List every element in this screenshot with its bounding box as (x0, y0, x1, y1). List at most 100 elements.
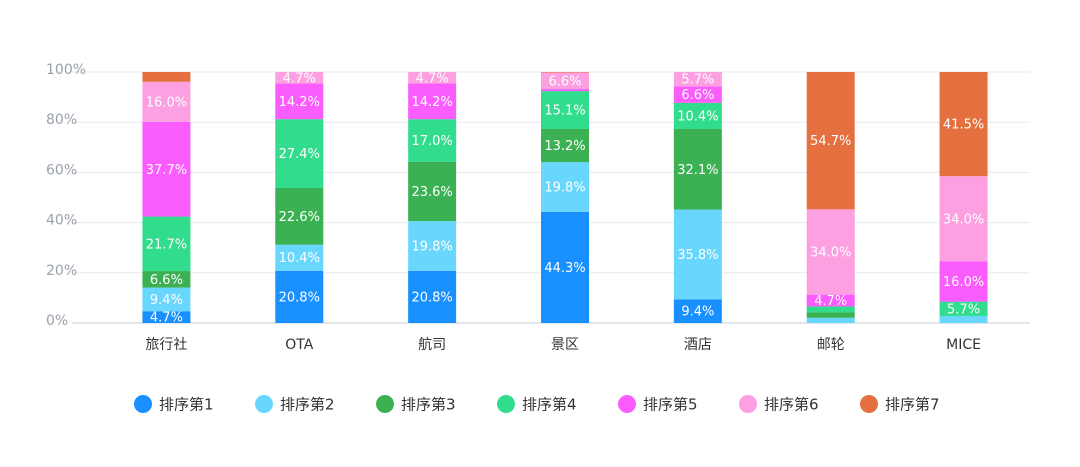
bar-segment (939, 261, 988, 302)
y-axis-ticks: 0% 20% 40% 60% 80% 100% (46, 62, 86, 329)
bar-segment (142, 287, 191, 312)
data-label: 6.6% (150, 273, 183, 288)
legend-item[interactable]: 排序第6 (739, 395, 819, 414)
legend-label: 排序第7 (885, 396, 940, 414)
legend-item[interactable]: 排序第4 (497, 395, 577, 414)
legend-label: 排序第6 (764, 396, 819, 414)
bar-segment (275, 187, 324, 245)
x-tick-label: 酒店 (684, 337, 712, 353)
legend-label: 排序第3 (401, 396, 456, 414)
data-label: 15.1% (544, 104, 585, 119)
bar-segment (541, 72, 589, 73)
bar-segment (806, 209, 855, 295)
data-label: 44.3% (544, 261, 585, 276)
bar-segment (142, 121, 191, 217)
legend-item[interactable]: 排序第7 (860, 395, 940, 414)
bar-stack: 9.4% 35.8% 32.1% 10.4% 6.6%5.7% (673, 72, 722, 323)
data-label: 10.4% (677, 109, 718, 124)
bar-segment (408, 83, 457, 120)
bar-segment (142, 311, 191, 323)
data-label: 14.2% (411, 95, 452, 110)
bar-segment (275, 83, 324, 120)
bar-segment (673, 128, 722, 210)
data-label: 10.4% (279, 251, 320, 266)
y-tick-label: 80% (46, 112, 77, 128)
bar-segment (408, 270, 457, 323)
bar-segment (939, 72, 988, 177)
data-label: 34.0% (943, 212, 984, 227)
bar-stack: 44.3% 19.8% 13.2% 15.1% 6.6% (541, 72, 589, 323)
legend-label: 排序第5 (643, 396, 698, 414)
data-label: 41.5% (943, 118, 984, 133)
legend-label: 排序第1 (159, 396, 214, 414)
bar-stack: 4.7% 34.0% 54.7% (806, 72, 855, 323)
data-label: 6.6% (548, 74, 581, 89)
legend-item[interactable]: 排序第2 (255, 395, 335, 414)
legend-marker (497, 395, 515, 413)
data-label: 4.7% (283, 71, 316, 86)
y-tick-label: 60% (46, 162, 77, 178)
legend-item[interactable]: 排序第5 (618, 395, 698, 414)
bar-segment (673, 299, 722, 323)
x-axis-labels: 旅行社 OTA 航司 景区 酒店 邮轮 MICE (145, 337, 981, 353)
bar-segment (806, 72, 855, 210)
bar-segment (939, 176, 988, 262)
data-label: 34.0% (810, 245, 851, 260)
data-label: 54.7% (810, 134, 851, 149)
bar-segment (673, 86, 722, 103)
data-label: 6.6% (681, 88, 714, 103)
bar-segment (673, 72, 722, 87)
bar-segment (142, 72, 191, 82)
bar-segment (806, 312, 855, 318)
y-tick-label: 40% (46, 213, 77, 229)
bar-segment (275, 270, 324, 323)
data-label: 16.0% (146, 95, 187, 110)
data-label: 19.8% (544, 180, 585, 195)
data-label: 13.2% (544, 139, 585, 154)
data-label: 27.4% (279, 147, 320, 162)
data-label: 9.4% (681, 305, 714, 320)
bar-segment (541, 211, 589, 323)
legend-marker (618, 395, 636, 413)
data-label: 32.1% (677, 163, 718, 178)
bar-segment (541, 91, 589, 129)
legend-marker (376, 395, 394, 413)
bar-segment (408, 119, 457, 162)
data-label: 37.7% (146, 163, 187, 178)
bar-segment (142, 81, 191, 122)
bar-segment (806, 306, 855, 313)
bar-segment (408, 221, 457, 271)
bar-stack: 4.7% 9.4% 6.6% 21.7% 37.7% 16.0% (142, 72, 191, 326)
bar-segment (142, 216, 191, 272)
data-label: 19.8% (411, 239, 452, 254)
legend[interactable]: 排序第1 排序第2 排序第3 排序第4 排序第5 排序第6 排序第7 (134, 395, 940, 414)
y-tick-label: 100% (46, 62, 86, 78)
data-label: 35.8% (677, 248, 718, 263)
x-tick-label: MICE (946, 337, 981, 353)
bar-segment (541, 162, 589, 212)
y-tick-label: 20% (46, 263, 77, 279)
y-tick-label: 0% (46, 313, 68, 329)
data-label: 23.6% (411, 185, 452, 200)
bars: 4.7% 9.4% 6.6% 21.7% 37.7% 16.0% 20.8% 10.4% 22.… (142, 71, 988, 326)
data-label: 22.6% (279, 210, 320, 225)
legend-marker (134, 395, 152, 413)
bar-segment (275, 244, 324, 271)
bar-segment (275, 72, 324, 84)
data-label: 14.2% (279, 95, 320, 110)
legend-item[interactable]: 排序第3 (376, 395, 456, 414)
bar-segment (275, 119, 324, 188)
bar-segment (806, 294, 855, 307)
legend-item[interactable]: 排序第1 (134, 395, 214, 414)
x-tick-label: 景区 (551, 337, 579, 353)
data-label: 4.7% (416, 71, 449, 86)
legend-marker (739, 395, 757, 413)
bar-segment (541, 128, 589, 163)
data-label: 16.0% (943, 275, 984, 290)
data-label: 21.7% (146, 237, 187, 252)
data-label: 20.8% (279, 290, 320, 305)
bar-segment (408, 161, 457, 222)
x-tick-label: OTA (285, 337, 313, 353)
data-label: 17.0% (411, 134, 452, 149)
